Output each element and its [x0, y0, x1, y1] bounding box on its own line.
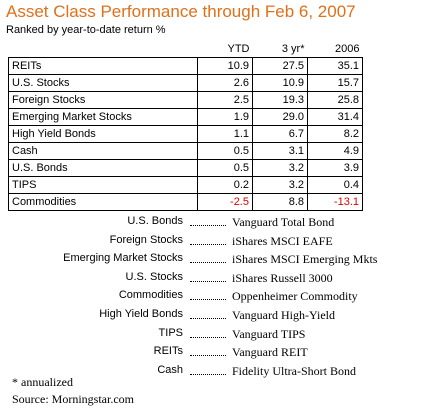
asset-class: High Yield Bonds	[99, 308, 183, 320]
table-row: Foreign Stocks 2.5 19.3 25.8	[8, 91, 363, 109]
leader-dots	[190, 318, 226, 319]
leader-dots	[190, 243, 226, 245]
asset-class: Emerging Market Stocks	[63, 252, 183, 265]
fund-name: Vanguard Total Bond	[232, 215, 335, 229]
fund-row: Foreign Stocks iShares MSCI EAFE	[0, 234, 421, 252]
fund-name: Fidelity Ultra-Short Bond	[232, 363, 356, 378]
fund-row: Commodities Oppenheimer Commodity	[0, 289, 421, 307]
fund-name: Vanguard High-Yield	[232, 308, 335, 322]
cell-value: 3.1	[252, 142, 308, 160]
table-row: Emerging Market Stocks 1.9 29.0 31.4	[8, 108, 363, 126]
header-row: YTD 3 yr* 2006	[9, 42, 363, 58]
cell-value: 0.5	[197, 159, 253, 177]
fund-row: TIPS Vanguard TIPS	[0, 327, 421, 345]
fund-row: Cash Fidelity Ultra-Short Bond	[0, 364, 421, 382]
row-label: Commodities	[8, 193, 198, 211]
asset-class: U.S. Stocks	[125, 270, 183, 283]
fund-name: iShares Russell 3000	[232, 270, 333, 285]
cell-value: 2.6	[197, 74, 253, 92]
row-label: Cash	[8, 142, 198, 160]
cell-value: 27.5	[252, 57, 308, 75]
subtitle: Ranked by year-to-date return %	[6, 24, 166, 36]
fund-row: U.S. Bonds Vanguard Total Bond	[0, 215, 421, 233]
cell-value: 35.1	[307, 57, 363, 75]
cell-value: 25.8	[307, 91, 363, 109]
asset-class: REITs	[153, 345, 183, 358]
table-row: High Yield Bonds 1.1 6.7 8.2	[8, 125, 363, 143]
cell-value: 4.9	[307, 142, 363, 160]
cell-value: 3.2	[252, 176, 308, 194]
row-label: TIPS	[8, 176, 198, 194]
cell-value: 1.9	[197, 108, 253, 126]
fund-name: Vanguard TIPS	[232, 326, 306, 341]
cell-value: 6.7	[252, 125, 308, 143]
cell-value: 0.2	[197, 176, 253, 194]
cell-value: 29.0	[252, 108, 308, 126]
fund-row: U.S. Stocks iShares Russell 3000	[0, 271, 421, 289]
table-body: REITs 10.9 27.5 35.1 U.S. Stocks 2.6 10.9 15.7 F…	[8, 57, 363, 211]
fund-name: Vanguard REIT	[232, 345, 308, 360]
asset-class: Foreign Stocks	[109, 233, 183, 246]
row-label: U.S. Stocks	[8, 74, 198, 92]
cell-value: 10.9	[252, 74, 308, 92]
cell-value: 31.4	[307, 108, 363, 126]
row-label: Emerging Market Stocks	[8, 108, 198, 126]
row-label: High Yield Bonds	[8, 125, 198, 143]
table-row: TIPS 0.2 3.2 0.4	[8, 176, 363, 194]
table-row: Cash 0.5 3.1 4.9	[8, 142, 363, 160]
asset-class: Commodities	[118, 289, 183, 302]
row-label: REITs	[8, 57, 198, 75]
column-header: 2006	[335, 43, 360, 55]
cell-value: -2.5	[197, 193, 253, 211]
footnote: * annualized	[12, 375, 73, 389]
table-row: U.S. Bonds 0.5 3.2 3.9	[8, 159, 363, 177]
cell-value: 8.2	[307, 125, 363, 143]
asset-class: TIPS	[158, 326, 183, 339]
fund-name: iShares MSCI EAFE	[232, 233, 333, 248]
row-label: U.S. Bonds	[8, 159, 198, 177]
column-header: 3 yr*	[281, 43, 305, 55]
corner	[9, 42, 198, 58]
fund-row: REITs Vanguard REIT	[0, 345, 421, 363]
fund-name: iShares MSCI Emerging Mkts	[232, 252, 378, 267]
leader-dots	[190, 336, 226, 338]
cell-value: 3.9	[307, 159, 363, 177]
fund-row: High Yield Bonds Vanguard High-Yield	[0, 308, 421, 326]
cell-value: 8.8	[252, 193, 308, 211]
leader-dots	[190, 225, 226, 226]
leader-dots	[190, 262, 226, 264]
table-row: Commodities -2.5 8.8 -13.1	[8, 193, 363, 211]
asset-class: Cash	[157, 363, 183, 376]
cell-value: 0.5	[197, 142, 253, 160]
cell-value: 15.7	[307, 74, 363, 92]
table-row: REITs 10.9 27.5 35.1	[8, 57, 363, 75]
cell-value: 3.2	[252, 159, 308, 177]
cell-value: 19.3	[252, 91, 308, 109]
fund-row: Emerging Market Stocks iShares MSCI Emerg…	[0, 252, 421, 270]
row-label: Foreign Stocks	[8, 91, 198, 109]
leader-dots	[190, 280, 226, 282]
fund-name: Oppenheimer Commodity	[232, 289, 358, 304]
leader-dots	[190, 299, 226, 301]
leader-dots	[190, 373, 226, 375]
cell-value: 0.4	[307, 176, 363, 194]
leader-dots	[190, 355, 226, 357]
title: Asset Class Performance through Feb 6, 2…	[6, 2, 356, 21]
cell-value: -13.1	[307, 193, 363, 211]
cell-value: 10.9	[197, 57, 253, 75]
column-header: YTD	[227, 43, 250, 55]
cell-value: 1.1	[197, 125, 253, 143]
cell-value: 2.5	[197, 91, 253, 109]
table-row: U.S. Stocks 2.6 10.9 15.7	[8, 74, 363, 92]
asset-class: U.S. Bonds	[127, 215, 183, 227]
performance-table: YTD 3 yr* 2006 REITs 10.9 27.5 35.1 U.S. Stock…	[8, 42, 363, 211]
footnote: Source: Morningstar.com	[12, 392, 134, 406]
